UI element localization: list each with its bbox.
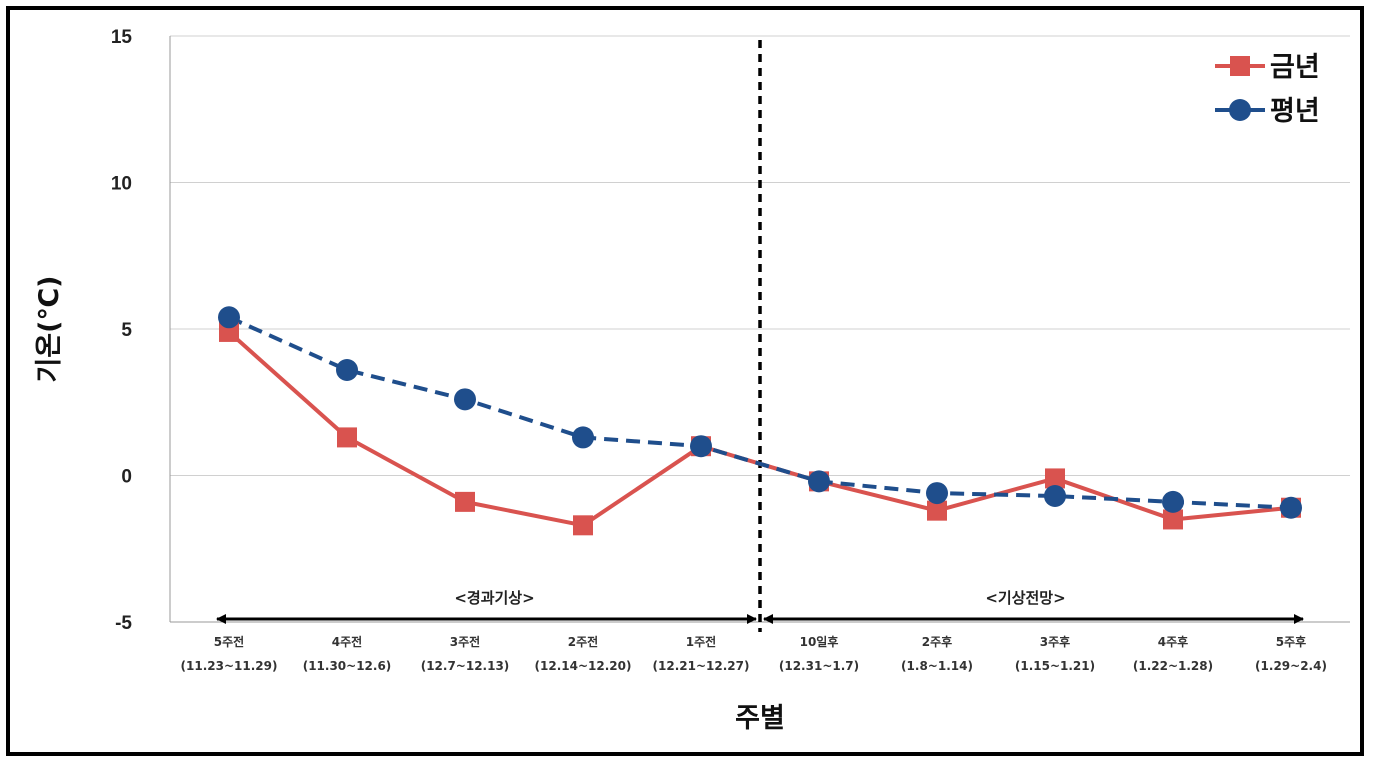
data-point-circle — [572, 426, 594, 449]
x-tick-sublabel: (1.15~1.21) — [1015, 659, 1095, 673]
data-point-square — [337, 427, 357, 448]
x-tick-sublabel: (11.30~12.6) — [303, 659, 392, 673]
y-tick-label: 0 — [121, 467, 132, 488]
data-point-square — [927, 500, 947, 521]
x-axis-title: 주별 — [735, 703, 785, 734]
annotations: <경과기상> <기상전망> — [216, 40, 1304, 632]
y-tick-label: 15 — [111, 27, 133, 48]
data-point-circle — [1044, 485, 1066, 508]
x-tick-sublabel: (12.7~12.13) — [421, 659, 510, 673]
data-point-circle — [926, 482, 948, 505]
chart-frame — [6, 6, 1364, 756]
data-point-circle — [808, 470, 830, 493]
x-tick-sublabel: (1.8~1.14) — [901, 659, 973, 673]
x-tick-label: 1주전 — [686, 634, 716, 649]
x-tick-label: 10일후 — [800, 634, 839, 649]
data-point-circle — [1162, 490, 1184, 513]
y-tick-label: 5 — [121, 320, 132, 341]
x-tick-label: 2주전 — [568, 634, 598, 649]
data-point-circle — [454, 388, 476, 411]
x-tick-sublabel: (1.29~2.4) — [1255, 659, 1327, 673]
x-tick-sublabel: (11.23~11.29) — [181, 659, 278, 673]
data-point-circle — [690, 435, 712, 458]
x-tick-label: 4주전 — [332, 634, 362, 649]
series-line-1 — [227, 330, 1292, 528]
x-tick-label: 5주전 — [214, 634, 244, 649]
x-tick-label: 5주후 — [1276, 634, 1306, 649]
x-tick-label: 4주후 — [1158, 634, 1188, 649]
data-point-circle — [218, 306, 240, 329]
x-tick-label: 2주후 — [922, 634, 952, 649]
data-point-circle — [336, 359, 358, 382]
legend-label: 평년 — [1270, 96, 1320, 127]
x-tick-label: 3주후 — [1040, 634, 1070, 649]
x-tick-sublabel: (1.22~1.28) — [1133, 659, 1213, 673]
legend-label: 금년 — [1270, 52, 1320, 83]
legend-marker-circle — [1229, 99, 1251, 121]
data-point-square — [455, 491, 475, 512]
future-period-label: <기상전망> — [985, 589, 1065, 607]
data-point-square — [1163, 509, 1183, 530]
axes: 15 10 5 0 -5 5주전 (11.23~11.29) 4주전 (11.30~12.6) 3… — [111, 27, 1350, 673]
past-period-label: <경과기상> — [454, 589, 534, 607]
data-point-square — [573, 515, 593, 536]
x-tick-sublabel: (12.21~12.27) — [653, 659, 750, 673]
legend-marker-square — [1230, 56, 1250, 76]
x-tick-label: 3주전 — [450, 634, 480, 649]
y-tick-label: -5 — [115, 613, 132, 634]
y-tick-label: 10 — [111, 174, 132, 195]
x-tick-sublabel: (12.14~12.20) — [535, 659, 632, 673]
x-tick-sublabel: (12.31~1.7) — [779, 659, 859, 673]
data-point-square — [1045, 468, 1065, 489]
y-axis-title: 기온(℃) — [34, 275, 65, 382]
data-point-circle — [1280, 496, 1302, 519]
series — [218, 306, 1302, 536]
series-line-2 — [228, 315, 1292, 510]
